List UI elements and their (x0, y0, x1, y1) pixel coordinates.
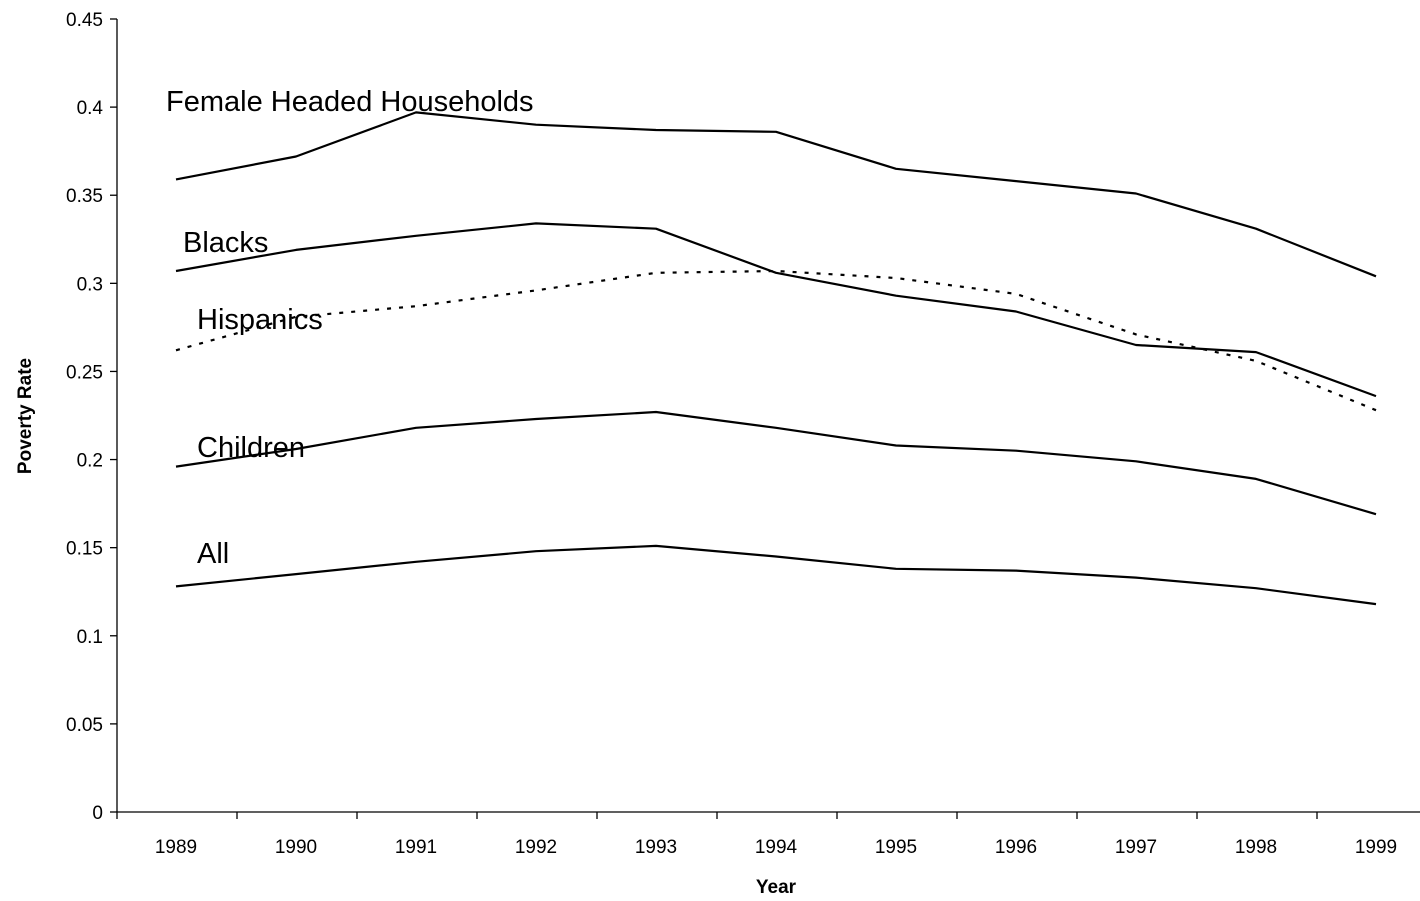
y-tick-label: 0.15 (66, 539, 103, 560)
series-label-3: Children (197, 432, 305, 464)
x-tick-label: 1989 (155, 837, 197, 858)
y-tick-label: 0.45 (66, 10, 103, 31)
series-lines (175, 111, 1377, 606)
series-line-1 (175, 222, 1377, 398)
x-tick-label: 1998 (1235, 837, 1277, 858)
x-tick-label: 1990 (275, 837, 317, 858)
x-tick-label: 1999 (1355, 837, 1397, 858)
y-tick-label: 0 (92, 803, 103, 824)
y-axis-title: Poverty Rate (15, 358, 36, 474)
series-label-4: All (197, 538, 229, 570)
y-tick-label: 0.2 (77, 451, 103, 472)
series-line-2 (175, 269, 1377, 412)
x-axis-ticks: 1989 1990 1991 1992 1993 1994 1995 1996 1997 1998… (116, 812, 1397, 858)
x-tick-label: 1994 (755, 837, 798, 858)
x-tick-label: 1997 (1115, 837, 1157, 858)
x-tick-label: 1996 (995, 837, 1037, 858)
series-line-0 (175, 111, 1377, 278)
y-tick-label: 0.25 (66, 362, 103, 383)
x-tick-label: 1995 (875, 837, 917, 858)
x-tick-label: 1992 (515, 837, 557, 858)
y-tick-label: 0.3 (77, 274, 103, 295)
series-label-1: Blacks (183, 227, 268, 259)
series-line-4 (175, 544, 1377, 606)
y-tick-label: 0.35 (66, 186, 103, 207)
y-axis-ticks: 0 0.05 0.1 0.15 0.2 0.25 0.3 0.35 0.4 0.45 (66, 10, 117, 824)
series-label-2: Hispanics (197, 304, 323, 336)
series-label-0: Female Headed Households (166, 86, 534, 118)
y-tick-label: 0.1 (77, 627, 103, 648)
x-tick-label: 1991 (395, 837, 437, 858)
x-tick-label: 1993 (635, 837, 677, 858)
axes (116, 19, 1420, 813)
series-line-3 (175, 410, 1377, 516)
series-labels: Female Headed Households Blacks Hispanics C… (166, 86, 534, 570)
x-axis-title: Year (756, 877, 797, 898)
y-tick-label: 0.05 (66, 715, 103, 736)
y-tick-label: 0.4 (77, 98, 104, 119)
